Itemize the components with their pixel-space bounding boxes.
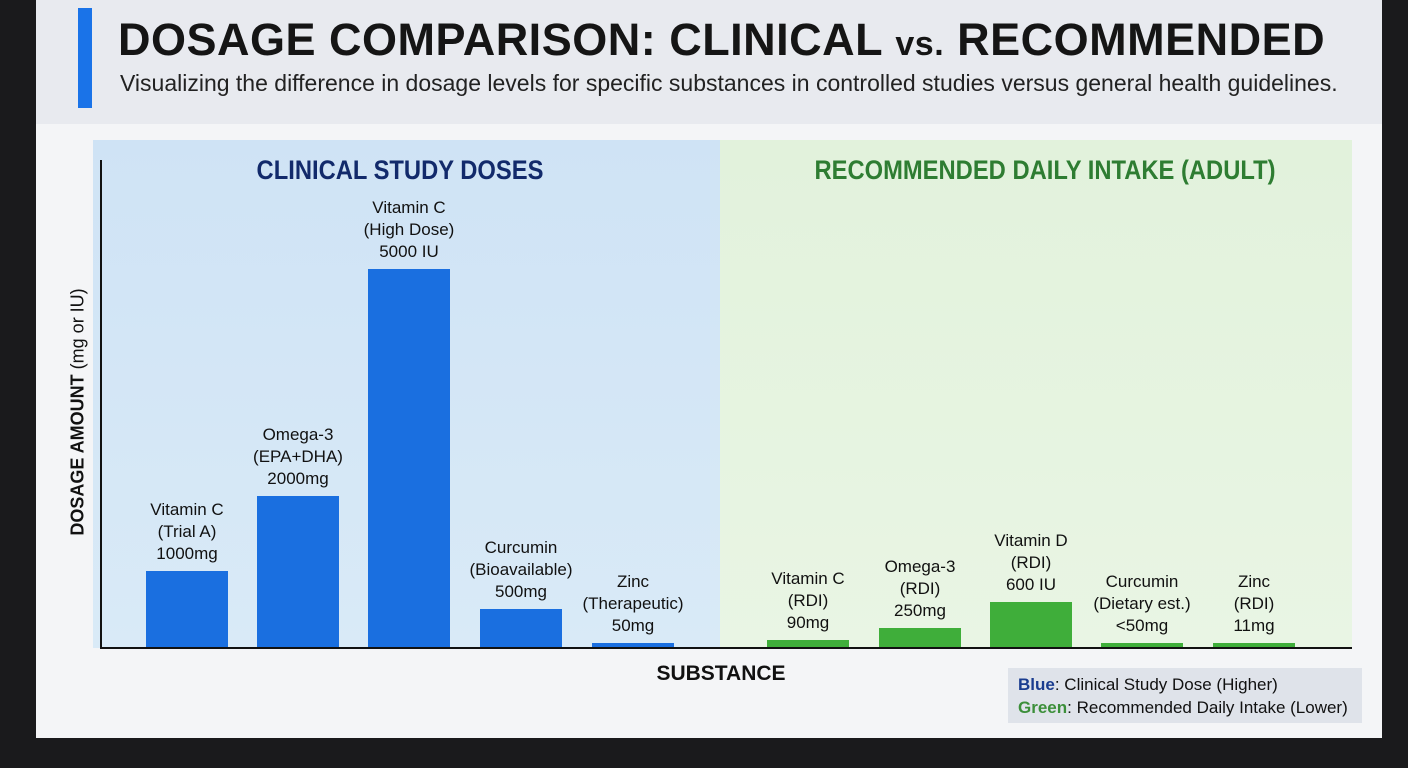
bar-label-name: Zinc: [616, 572, 650, 591]
bar-label-value: 600 IU: [1005, 574, 1057, 594]
title-end: RECOMMENDED: [957, 14, 1326, 65]
x-axis-label: SUBSTANCE: [656, 662, 786, 685]
bar-label-qualifier: (Therapeutic): [582, 594, 684, 613]
bar-label-name: Vitamin C: [372, 198, 446, 217]
bar-data-label: Vitamin C (RDI) 90mg: [728, 568, 888, 634]
legend-item-green: Green: Recommended Daily Intake (Lower): [1018, 698, 1348, 718]
x-axis: [100, 647, 1352, 649]
bar-label-value: 250mg: [894, 601, 946, 621]
bar-label-qualifier: (High Dose): [363, 220, 455, 239]
y-axis-label-unit: (mg or IU): [67, 288, 88, 370]
bar-label-name: Omega-3: [262, 424, 334, 444]
legend-key-blue: Blue: [1018, 675, 1055, 694]
bar-label-value: 11mg: [1233, 616, 1275, 635]
bar-clinical-1: [257, 495, 339, 647]
bar-clinical-3: [480, 609, 562, 647]
bar-label-name: Zinc: [1237, 572, 1271, 591]
bar-label-value: 2000mg: [267, 468, 329, 488]
bar-clinical-0: [146, 571, 228, 647]
bar-label-name: Omega-3: [884, 557, 956, 577]
bar-label-qualifier: (RDI): [1233, 594, 1275, 613]
bar-data-label: Vitamin C (High Dose) 5000 IU: [329, 197, 489, 263]
bar-label-name: Curcumin: [484, 538, 558, 558]
legend-text-green: : Recommended Daily Intake (Lower): [1067, 698, 1348, 717]
page-subtitle: Visualizing the difference in dosage lev…: [120, 70, 1338, 96]
bar-label-qualifier: (RDI): [787, 591, 829, 611]
bar-data-label: Curcumin (Bioavailable) 500mg: [441, 537, 601, 603]
legend: Blue: Clinical Study Dose (Higher) Green…: [1008, 668, 1362, 723]
bar-data-label: Omega-3 (RDI) 250mg: [840, 556, 1000, 622]
recommended-group-title: RECOMMENDED DAILY INTAKE (ADULT): [814, 155, 1276, 185]
legend-text-blue: : Clinical Study Dose (Higher): [1054, 675, 1278, 694]
bar-data-label: Omega-3 (EPA+DHA) 2000mg: [218, 424, 378, 490]
bar-label-value: 90mg: [786, 613, 830, 633]
bar-label-value: 50mg: [611, 616, 655, 635]
legend-key-green: Green: [1018, 698, 1068, 717]
y-axis: [100, 160, 102, 649]
bar-clinical-4: [592, 643, 674, 647]
page-title: DOSAGE COMPARISON: CLINICAL vs. RECOMMEN…: [118, 14, 1325, 66]
recommended-region: [720, 140, 1352, 648]
y-axis-label: DOSAGE AMOUNT (mg or IU): [68, 288, 89, 535]
y-axis-label-main: DOSAGE AMOUNT: [67, 374, 88, 536]
bar-data-label: Zinc (Therapeutic) 50mg: [553, 571, 713, 637]
legend-item-blue: Blue: Clinical Study Dose (Higher): [1018, 675, 1278, 695]
bar-label-name: Vitamin C: [150, 500, 224, 520]
bar-label-qualifier: (RDI): [899, 579, 941, 599]
header: DOSAGE COMPARISON: CLINICAL vs. RECOMMEN…: [36, 0, 1382, 124]
title-vs: vs.: [895, 25, 945, 63]
bar-data-label: Zinc (RDI) 11mg: [1174, 571, 1334, 637]
bar-label-qualifier: (EPA+DHA): [253, 446, 343, 466]
bar-label-name: Curcumin: [1105, 572, 1179, 591]
title-main: DOSAGE COMPARISON: CLINICAL: [118, 14, 883, 65]
bar-data-label: Vitamin D (RDI) 600 IU: [951, 530, 1111, 596]
bar-label-value: 1000mg: [156, 544, 218, 564]
bar-label-qualifier: (Trial A): [157, 522, 217, 542]
bar-recommended-0: [767, 640, 849, 647]
bar-label-name: Vitamin D: [994, 530, 1068, 550]
accent-bar: [78, 8, 92, 108]
bar-label-name: Vitamin C: [771, 569, 845, 589]
bar-recommended-2: [990, 601, 1072, 647]
bar-clinical-2: [368, 269, 450, 647]
bar-data-label: Curcumin (Dietary est.) <50mg: [1062, 571, 1222, 637]
clinical-group-title: CLINICAL STUDY DOSES: [256, 155, 544, 185]
bar-label-value: <50mg: [1115, 616, 1169, 635]
bar-recommended-1: [879, 628, 961, 647]
bar-data-label: Vitamin C (Trial A) 1000mg: [107, 499, 267, 565]
bar-label-qualifier: (Dietary est.): [1093, 594, 1191, 613]
bar-label-value: 5000 IU: [379, 242, 439, 261]
bar-label-value: 500mg: [495, 582, 547, 602]
bar-recommended-4: [1213, 643, 1295, 647]
bar-label-qualifier: (Bioavailable): [469, 560, 573, 580]
bar-recommended-3: [1101, 643, 1183, 647]
bar-label-qualifier: (RDI): [1010, 552, 1052, 572]
